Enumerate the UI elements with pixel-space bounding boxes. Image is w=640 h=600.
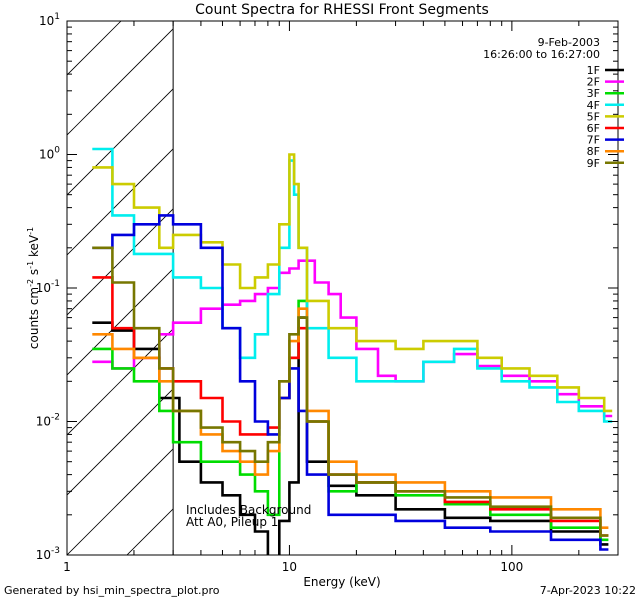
legend-time-range: 16:26:00 to 16:27:00 — [483, 48, 600, 61]
hatch-line — [67, 328, 174, 436]
legend-label-5F: 5F — [587, 110, 600, 123]
hatch-line — [67, 21, 122, 76]
hatch-line — [67, 28, 174, 136]
legend-label-9F: 9F — [587, 157, 600, 170]
annotation-background: Includes Background — [186, 503, 311, 517]
hatch-line — [487, 0, 640, 555]
hatch-line — [126, 508, 174, 555]
y-tick-label: 10-2 — [36, 413, 60, 429]
x-tick-label: 1 — [63, 560, 71, 574]
axis-ticks: 1 10 100 101 100 10-1 10-2 10-3 — [36, 12, 619, 574]
annotation-attenuator: Att A0, Pileup 1 — [186, 515, 278, 529]
legend-label-7F: 7F — [587, 134, 600, 147]
y-tick-label: 101 — [39, 12, 60, 28]
hatch-line — [67, 268, 174, 376]
legend-label-2F: 2F — [587, 76, 600, 89]
series-line-1F — [92, 316, 609, 555]
generated-by-label: Generated by hsi_min_spectra_plot.pro — [4, 584, 220, 597]
series-line-8F — [92, 307, 609, 529]
y-tick-label: 10-1 — [36, 279, 60, 295]
hatch-line — [427, 0, 640, 555]
series-layer — [92, 147, 613, 555]
legend-label-1F: 1F — [587, 64, 600, 77]
hatched-region — [67, 0, 640, 555]
timestamp-label: 7-Apr-2023 10:22 — [539, 584, 636, 597]
series-line-3F — [92, 299, 609, 542]
hatch-line — [67, 448, 174, 555]
y-tick-label: 100 — [39, 146, 60, 162]
legend-label-4F: 4F — [587, 99, 600, 112]
legend-label-6F: 6F — [587, 122, 600, 135]
x-axis-label: Energy (keV) — [303, 575, 380, 589]
x-tick-label: 10 — [282, 560, 297, 574]
legend: 9-Feb-2003 16:26:00 to 16:27:00 1F2F3F4F… — [483, 36, 624, 170]
legend-date: 9-Feb-2003 — [538, 36, 600, 49]
x-tick-label: 100 — [500, 560, 523, 574]
series-line-2F — [92, 259, 613, 418]
chart-title: Count Spectra for RHESSI Front Segments — [195, 2, 489, 18]
series-line-9F — [92, 246, 609, 537]
svg-text:counts cm-2 s-1 keV-1: counts cm-2 s-1 keV-1 — [26, 227, 41, 349]
legend-label-3F: 3F — [587, 87, 600, 100]
y-axis-label: counts cm-2 s-1 keV-1 — [26, 227, 41, 349]
hatch-line — [67, 388, 174, 496]
legend-label-8F: 8F — [587, 145, 600, 158]
hatch-line — [67, 148, 174, 256]
series-line-5F — [92, 153, 613, 413]
y-tick-label: 10-3 — [36, 546, 60, 562]
hatch-line — [67, 208, 174, 316]
